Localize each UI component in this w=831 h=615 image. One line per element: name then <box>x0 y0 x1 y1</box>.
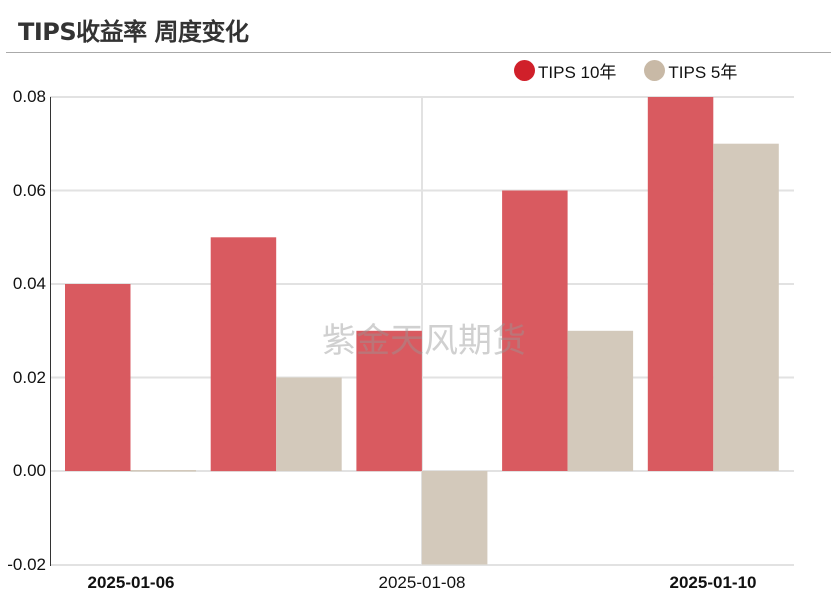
y-tick-label: 0.08 <box>12 87 46 106</box>
y-tick-label: 0.00 <box>12 461 46 480</box>
bar-tips-10y[interactable] <box>502 190 568 472</box>
title-divider <box>6 52 831 53</box>
y-tick-label: 0.02 <box>12 368 46 387</box>
bar-tips-10y[interactable] <box>65 284 131 471</box>
x-tick-label: 2025-01-10 <box>669 573 757 592</box>
legend: TIPS 10年 TIPS 5年 <box>514 58 765 83</box>
legend-dot-icon <box>514 60 535 81</box>
bar-tips-10y[interactable] <box>356 330 422 472</box>
legend-item-tips-10y[interactable]: TIPS 10年 <box>514 58 616 83</box>
bar-tips-5y[interactable] <box>713 143 779 471</box>
bar-tips-10y[interactable] <box>210 237 277 472</box>
x-tick-label: 2025-01-06 <box>87 573 175 592</box>
legend-dot-icon <box>644 60 666 81</box>
legend-label: TIPS 5年 <box>668 63 738 82</box>
y-tick-label: 0.04 <box>12 274 46 293</box>
legend-item-tips-5y[interactable]: TIPS 5年 <box>644 58 737 83</box>
bar-tips-5y[interactable] <box>421 471 488 565</box>
bar-tips-5y[interactable] <box>130 470 197 472</box>
y-tick-label: 0.06 <box>12 181 46 200</box>
chart-title: TIPS收益率 周度变化 <box>18 18 249 46</box>
y-tick-label: -0.02 <box>7 555 46 574</box>
bar-tips-5y[interactable] <box>276 377 342 472</box>
x-tick-label: 2025-01-08 <box>378 573 466 592</box>
legend-label: TIPS 10年 <box>538 63 617 82</box>
bar-tips-10y[interactable] <box>647 97 714 471</box>
bar-tips-5y[interactable] <box>567 330 634 472</box>
bars <box>65 97 779 565</box>
